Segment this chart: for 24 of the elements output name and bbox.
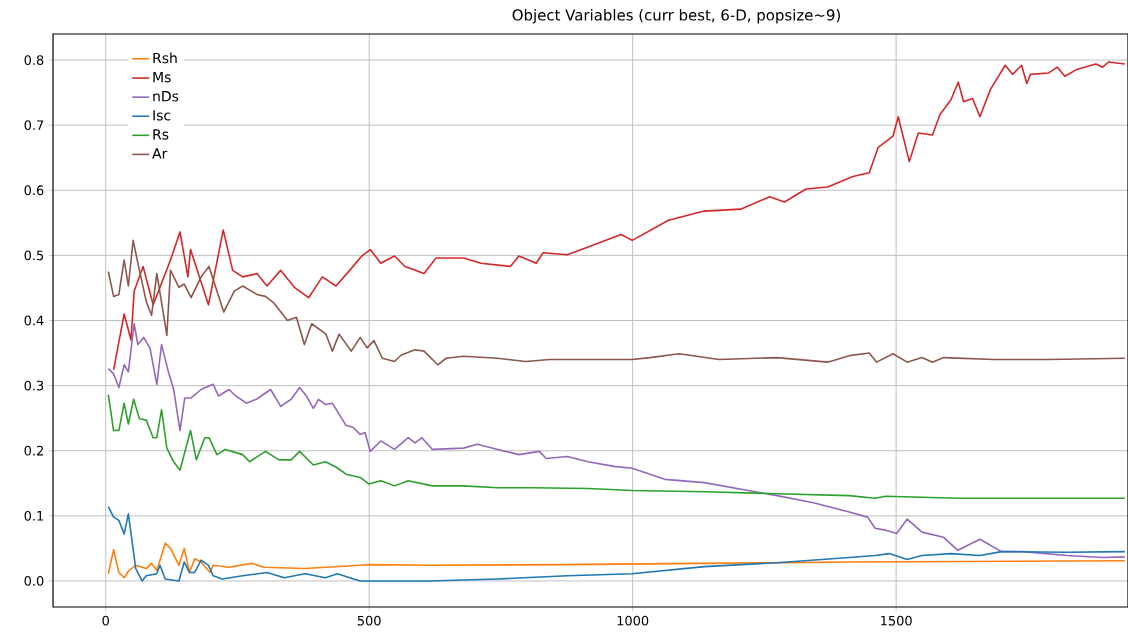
legend-label: nDs xyxy=(153,91,179,102)
y-tick-label: 0.7 xyxy=(24,120,44,131)
y-tick-label: 0.8 xyxy=(24,55,44,65)
y-tick-label: 0.4 xyxy=(24,315,44,326)
line-series xyxy=(107,505,1126,582)
line-series xyxy=(107,393,1126,500)
y-tick-label: 0.2 xyxy=(24,445,43,456)
x-tick-label: 0 xyxy=(102,615,109,626)
line-series xyxy=(107,322,1126,559)
legend-label: Rs xyxy=(153,129,169,140)
y-tick-label: 0.3 xyxy=(24,380,44,391)
legend-label: Rsh xyxy=(153,52,177,64)
legend-label: Isc xyxy=(153,110,171,121)
x-tick-label: 1500 xyxy=(881,615,912,626)
y-tick-label: 0.1 xyxy=(24,510,44,521)
line-series xyxy=(107,542,1126,579)
y-tick-label: 0.6 xyxy=(24,185,44,196)
x-tick-label: 500 xyxy=(357,615,381,626)
x-tick-label: 1000 xyxy=(617,615,649,626)
y-tick-label: 0.5 xyxy=(24,250,44,261)
y-tick-label: 0.0 xyxy=(24,576,44,586)
legend-label: Ar xyxy=(152,148,168,159)
legend-label: Ms xyxy=(153,72,171,83)
chart-title: Object Variables (curr best, 6-D, popsize~9) xyxy=(512,9,840,24)
